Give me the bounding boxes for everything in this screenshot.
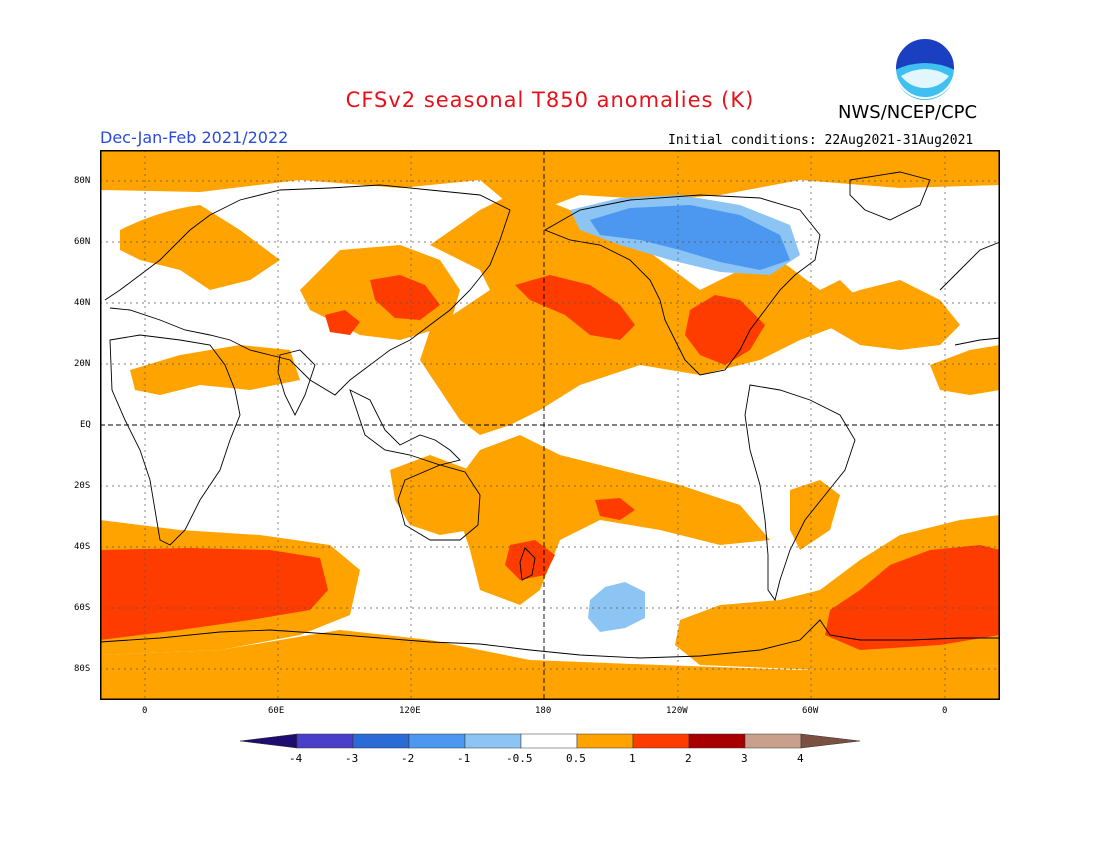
equator-and-dateline xyxy=(100,150,1000,700)
season-label: Dec-Jan-Feb 2021/2022 xyxy=(100,128,289,147)
hot-anomaly-regions xyxy=(100,275,1000,650)
colorbar-arrow-high xyxy=(800,733,861,749)
lon-label-120e: 120E xyxy=(399,706,421,716)
lat-label-60s: 60S xyxy=(74,603,91,613)
colorbar-bin-9 xyxy=(744,733,802,749)
colorbar-bin-6 xyxy=(576,733,634,749)
lat-label-20s: 20S xyxy=(74,481,91,491)
colorbar-label-05: 0.5 xyxy=(566,752,586,765)
colorbar-label-neg05: -0.5 xyxy=(506,752,533,765)
initial-conditions-label: Initial conditions: 22Aug2021-31Aug2021 xyxy=(668,133,974,148)
org-label: NWS/NCEP/CPC xyxy=(838,102,978,123)
lat-label-40n: 40N xyxy=(74,298,91,308)
colorbar-label-1: 1 xyxy=(629,752,636,765)
colorbar-bin-5 xyxy=(520,733,578,749)
lat-label-80n: 80N xyxy=(74,176,91,186)
colorbar-label-3: 3 xyxy=(741,752,748,765)
lat-label-eq: EQ xyxy=(80,420,91,430)
lat-label-40s: 40S xyxy=(74,542,91,552)
colorbar-label-neg2: -2 xyxy=(401,752,415,765)
colorbar-label-neg1: -1 xyxy=(457,752,471,765)
cold-anomaly-regions xyxy=(590,205,790,270)
noaa-logo-icon xyxy=(894,37,956,100)
lon-label-60w: 60W xyxy=(802,706,819,716)
colorbar-label-2: 2 xyxy=(685,752,692,765)
colorbar-bin-8 xyxy=(688,733,746,749)
lon-label-180: 180 xyxy=(535,706,552,716)
colorbar-bin-3 xyxy=(408,733,466,749)
colorbar-arrow-low xyxy=(239,733,298,749)
lat-label-20n: 20N xyxy=(74,359,91,369)
colorbar xyxy=(239,733,861,749)
grid xyxy=(100,150,1000,700)
colorbar-label-neg3: -3 xyxy=(345,752,359,765)
colorbar-bin-1 xyxy=(296,733,354,749)
colorbar-label-neg4: -4 xyxy=(289,752,303,765)
lon-label-0-left: 0 xyxy=(142,706,148,716)
lat-label-80s: 80S xyxy=(74,664,91,674)
anomaly-map xyxy=(100,150,1000,700)
coastlines xyxy=(100,171,1000,659)
lon-label-60e: 60E xyxy=(268,706,285,716)
lat-label-60n: 60N xyxy=(74,237,91,247)
map-title: CFSv2 seasonal T850 anomalies (K) xyxy=(345,88,755,112)
lon-label-0-right: 0 xyxy=(942,706,948,716)
lon-label-120w: 120W xyxy=(666,706,688,716)
colorbar-label-4: 4 xyxy=(797,752,804,765)
colorbar-bin-4 xyxy=(464,733,522,749)
colorbar-bin-7 xyxy=(632,733,690,749)
colorbar-bin-2 xyxy=(352,733,410,749)
